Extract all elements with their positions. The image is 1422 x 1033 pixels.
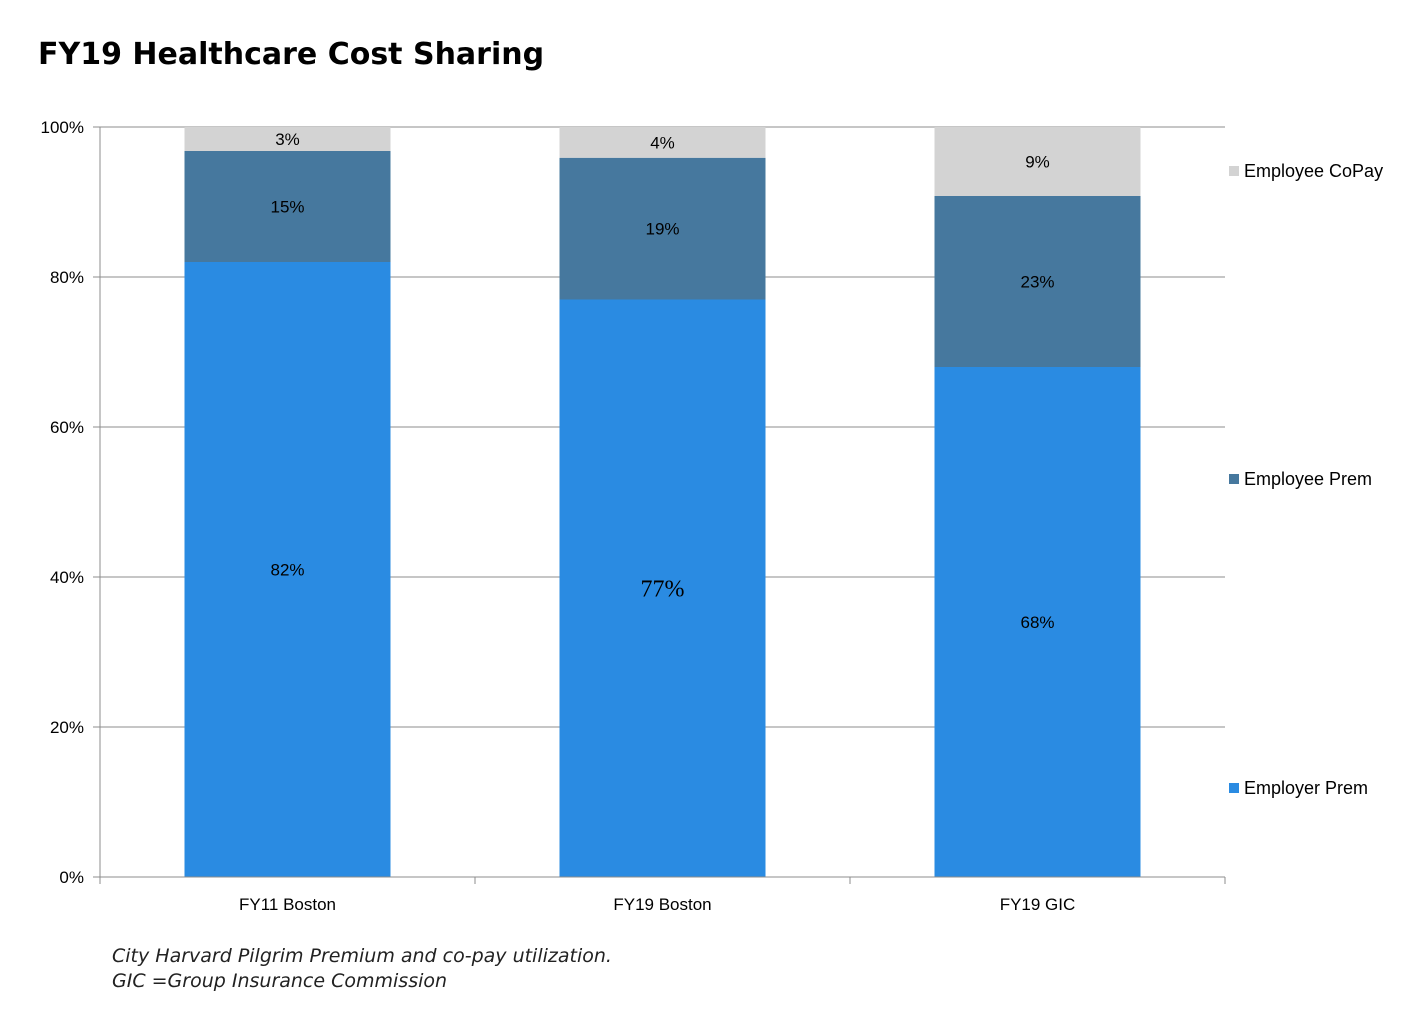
bar-employee-copay	[559, 127, 766, 158]
legend-label: Employee Prem	[1244, 469, 1372, 489]
data-label: 9%	[1025, 153, 1050, 172]
bar-employer-prem	[559, 299, 766, 877]
data-label: 23%	[1020, 273, 1054, 292]
data-label: 77%	[641, 576, 685, 602]
axes: 0% 20% 40% 60% 80% 100% FY11 Boston FY19 Boston…	[41, 118, 1226, 914]
legend-label: Employee CoPay	[1244, 161, 1383, 181]
legend-swatch	[1229, 474, 1239, 484]
bar-employee-prem	[184, 151, 391, 262]
bars	[184, 127, 1141, 877]
bar-employer-prem	[184, 262, 391, 877]
x-category-label: FY19 GIC	[1000, 895, 1076, 914]
legend-swatch	[1229, 166, 1239, 176]
bar-employer-prem	[934, 367, 1141, 877]
legend: Employee CoPay Employee Prem Employer Prem	[1229, 161, 1383, 798]
bar-employee-prem	[559, 157, 766, 300]
data-label: 15%	[270, 198, 304, 217]
bar-employee-prem	[934, 196, 1141, 367]
y-tick-label: 40%	[50, 568, 84, 587]
data-label: 19%	[645, 220, 679, 239]
y-tick-label: 20%	[50, 718, 84, 737]
y-tick-label: 60%	[50, 418, 84, 437]
y-tick-label: 80%	[50, 268, 84, 287]
x-category-label: FY19 Boston	[613, 895, 711, 914]
legend-swatch	[1229, 783, 1239, 793]
x-category-label: FY11 Boston	[239, 895, 336, 914]
footnote-line-1: City Harvard Pilgrim Premium and co-pay …	[112, 945, 612, 967]
data-label: 82%	[270, 561, 304, 580]
legend-label: Employer Prem	[1244, 778, 1368, 798]
data-label: 4%	[650, 133, 675, 152]
data-labels: 82% 15% 3% 77% 19% 4% 68% 23% 9%	[270, 130, 1054, 632]
bar-employee-copay	[184, 127, 391, 151]
y-tick-label: 0%	[59, 868, 84, 887]
data-label: 3%	[275, 130, 300, 149]
bar-employee-copay	[934, 127, 1141, 196]
footnote-line-2: GIC =Group Insurance Commission	[112, 970, 448, 992]
data-label: 68%	[1020, 613, 1054, 632]
y-tick-label: 100%	[41, 118, 84, 137]
chart-title: FY19 Healthcare Cost Sharing	[38, 37, 544, 72]
